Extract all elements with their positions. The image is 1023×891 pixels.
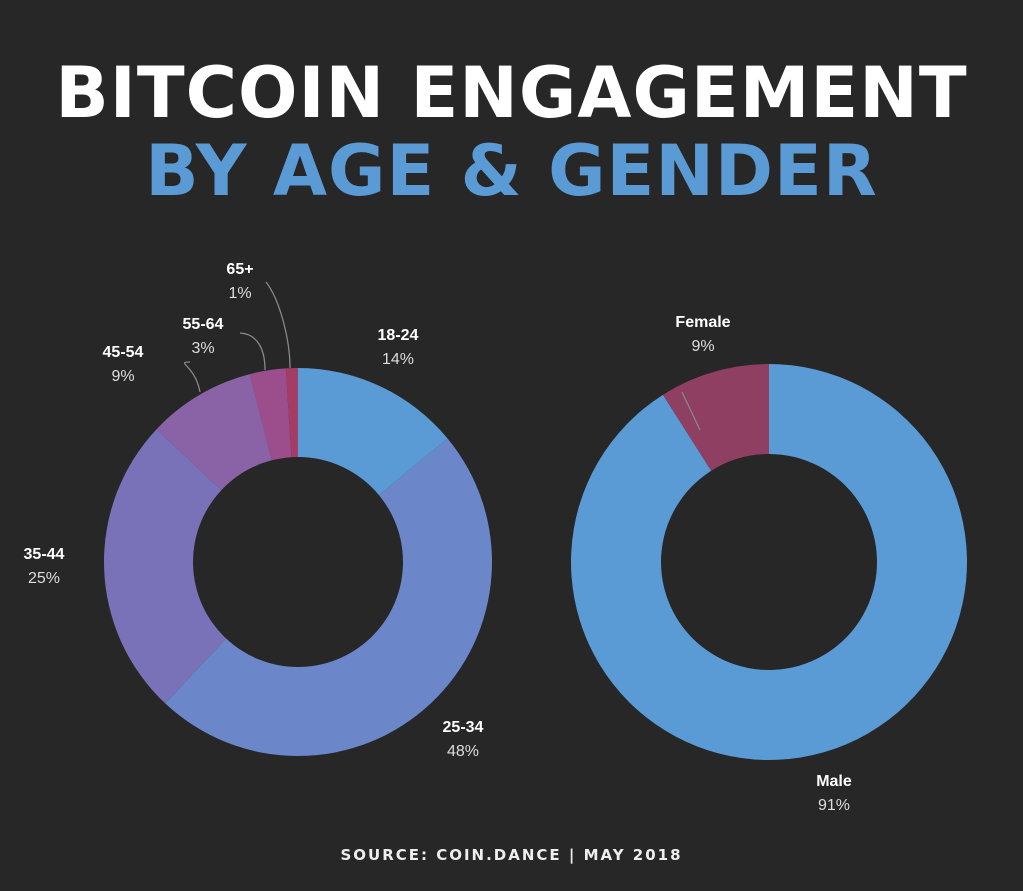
slice-35-44 (103, 429, 227, 704)
title-line-2: BY AGE & GENDER (145, 130, 878, 212)
slice-45-54 (156, 374, 272, 491)
label-55-64: 55-64 3% (182, 316, 224, 357)
label-65-plus: 65+ 1% (226, 261, 254, 302)
leader-line-65-plus (265, 281, 291, 369)
label-male: Male 91% (816, 773, 852, 814)
source-caption: SOURCE: COIN.DANCE | MAY 2018 (340, 846, 683, 864)
slice-65-plus (285, 368, 298, 458)
slice-male (571, 364, 968, 760)
leader-line-55-64 (239, 332, 266, 371)
label-18-24: 18-24 14% (377, 327, 419, 368)
slice-55-64 (249, 368, 292, 461)
leader-line-female (681, 391, 701, 431)
slice-18-24 (298, 368, 448, 496)
label-35-44: 35-44 25% (23, 546, 65, 587)
slice-25-34 (165, 438, 493, 757)
label-25-34: 25-34 48% (442, 719, 484, 760)
slice-female (662, 364, 769, 471)
title-line-1: BITCOIN ENGAGEMENT (55, 52, 968, 134)
leader-line-45-54 (183, 361, 201, 393)
label-female: Female 9% (675, 314, 731, 355)
label-45-54: 45-54 9% (102, 344, 144, 385)
